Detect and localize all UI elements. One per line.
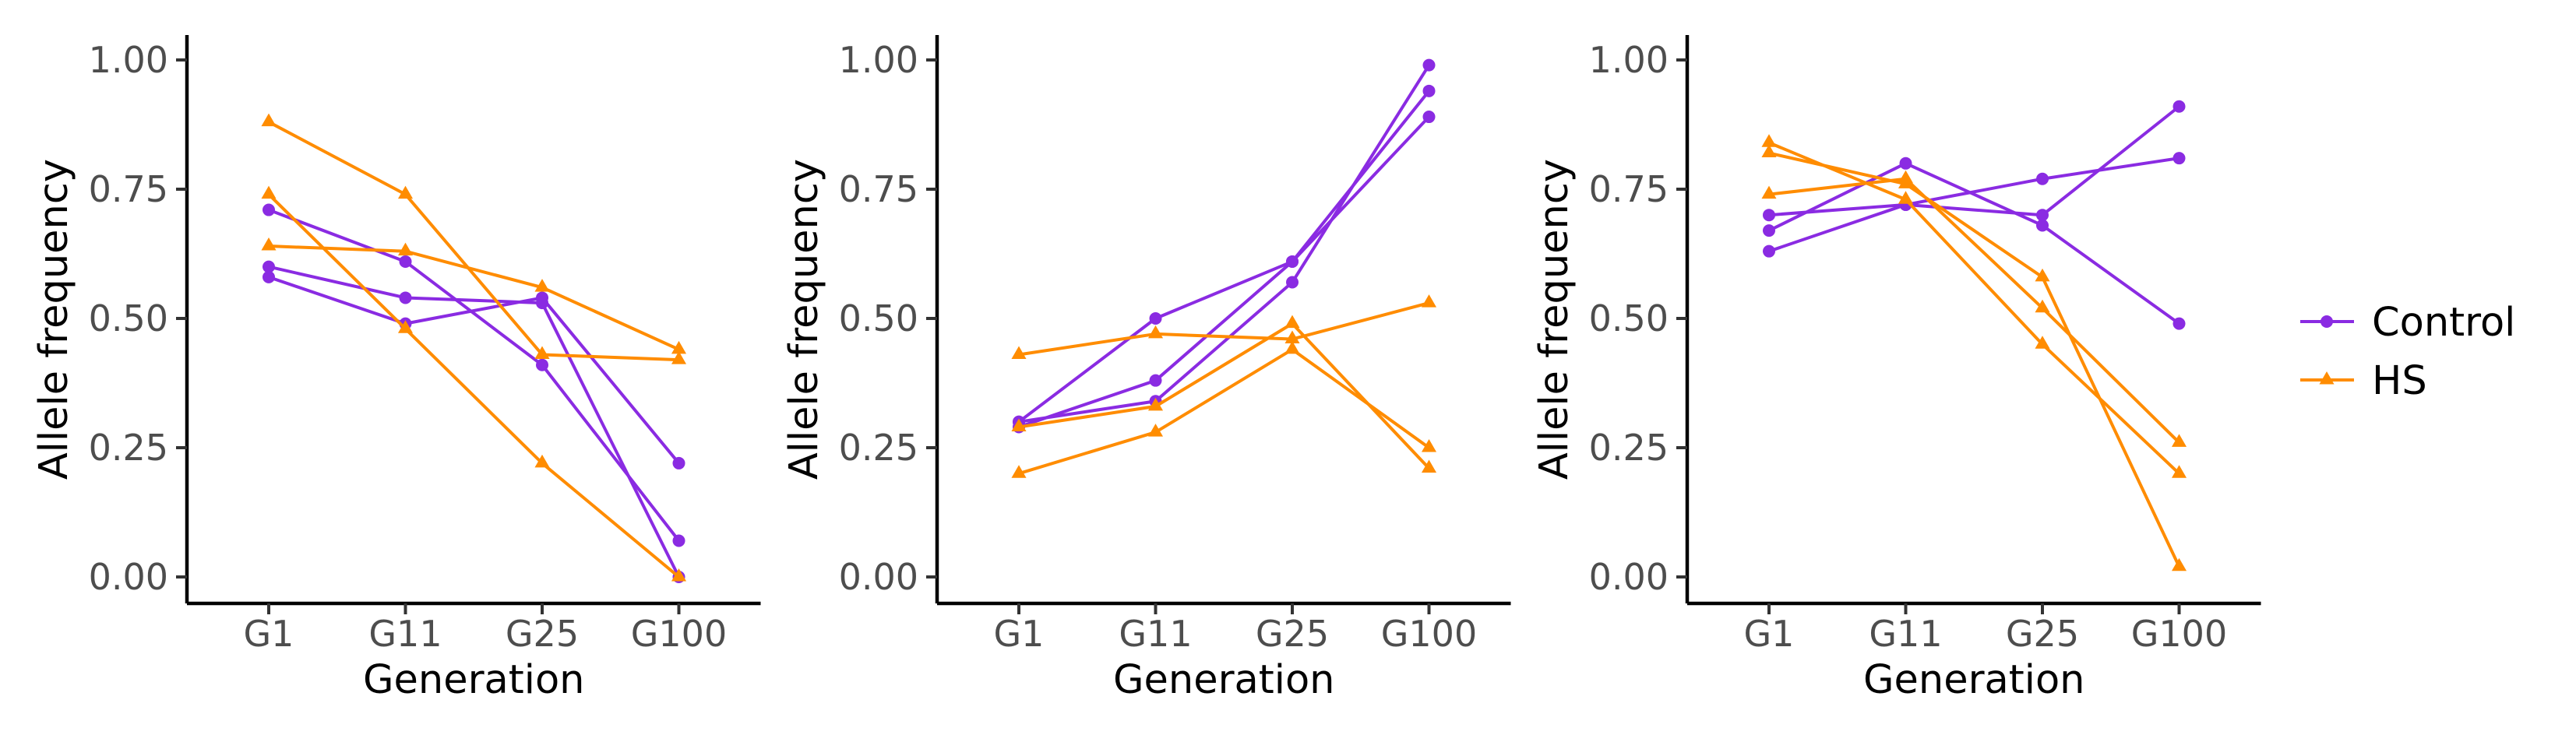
- panel-1: 0.00 0.25 0.50 0.75 1.00 G1 G11 G25 G100 Generati…: [31, 35, 761, 703]
- data-point-control: [263, 271, 275, 283]
- data-point-control: [673, 535, 685, 547]
- x-tick-label: G25: [2006, 613, 2079, 655]
- x-tick-label: G25: [506, 613, 579, 655]
- data-point-control: [1763, 245, 1775, 258]
- x-tick-label: G11: [1119, 613, 1192, 655]
- legend: Control HS: [2300, 300, 2515, 404]
- data-point-hs: [1898, 171, 1913, 184]
- y-tick-label: 1.00: [839, 39, 918, 81]
- x-axis-title: Generation: [363, 657, 585, 703]
- series-line-hs: [1019, 303, 1429, 354]
- panel-3: 0.00 0.25 0.50 0.75 1.00 G1 G11 G25 G100 Generati…: [1531, 35, 2261, 703]
- y-tick-label: 0.25: [89, 427, 168, 469]
- data-point-control: [673, 457, 685, 469]
- data-point-control: [2036, 173, 2049, 185]
- data-point-control: [1423, 85, 1436, 97]
- data-point-hs: [1148, 325, 1163, 339]
- y-tick-label: 0.75: [89, 168, 168, 210]
- x-tick-label: G1: [1744, 613, 1795, 655]
- y-tick-label: 0.25: [1589, 427, 1669, 469]
- x-axis-title: Generation: [1113, 657, 1335, 703]
- y-tick-label: 0.75: [839, 168, 918, 210]
- x-tick-label: G100: [1381, 613, 1477, 655]
- x-axis-title: Generation: [1863, 657, 2085, 703]
- data-point-control: [400, 255, 412, 268]
- data-point-control: [1763, 209, 1775, 221]
- x-tick-label: G11: [1869, 613, 1942, 655]
- data-point-hs: [261, 237, 276, 251]
- y-tick-label: 0.00: [839, 556, 918, 598]
- legend-label-hs: HS: [2372, 358, 2427, 404]
- series-line-control: [269, 277, 679, 463]
- x-tick-label: G100: [2131, 613, 2227, 655]
- series-line-hs: [1769, 153, 2180, 567]
- legend-key-marker-control: [2321, 315, 2333, 328]
- y-tick-label: 0.75: [1589, 168, 1669, 210]
- data-point-control: [263, 204, 275, 216]
- x-tick-label: G100: [631, 613, 727, 655]
- y-tick-label: 0.50: [839, 297, 918, 339]
- legend-key-marker-hs: [2319, 371, 2334, 385]
- data-point-hs: [261, 186, 276, 199]
- series-line-hs: [1769, 179, 2180, 443]
- y-tick-label: 0.50: [89, 297, 168, 339]
- data-point-hs: [398, 243, 413, 256]
- series-line-hs: [269, 195, 679, 577]
- data-point-control: [1423, 111, 1436, 123]
- data-point-control: [1423, 59, 1436, 72]
- y-tick-label: 0.00: [1589, 556, 1669, 598]
- series-line-control: [269, 210, 679, 541]
- data-point-control: [1286, 255, 1299, 268]
- data-point-hs: [2172, 558, 2187, 571]
- data-point-control: [2036, 209, 2049, 221]
- x-tick-label: G25: [1256, 613, 1329, 655]
- y-axis-title: Allele frequency: [1531, 159, 1577, 480]
- y-axis-title: Allele frequency: [781, 159, 827, 480]
- y-tick-label: 0.00: [89, 556, 168, 598]
- data-point-control: [2173, 152, 2186, 164]
- x-tick-label: G11: [368, 613, 442, 655]
- data-point-hs: [1422, 294, 1436, 308]
- x-tick-label: G1: [244, 613, 294, 655]
- legend-label-control: Control: [2372, 300, 2515, 346]
- y-tick-label: 1.00: [89, 39, 168, 81]
- series-line-hs: [269, 122, 679, 360]
- data-point-control: [1763, 224, 1775, 237]
- panel-2: 0.00 0.25 0.50 0.75 1.00 G1 G11 G25 G100 Generati…: [781, 35, 1511, 703]
- data-point-hs: [261, 114, 276, 127]
- x-tick-label: G1: [994, 613, 1045, 655]
- data-point-control: [1286, 276, 1299, 289]
- data-point-control: [536, 359, 548, 371]
- data-point-control: [2173, 100, 2186, 113]
- y-tick-label: 0.50: [1589, 297, 1669, 339]
- data-point-control: [1150, 375, 1162, 387]
- series-line-control: [1019, 65, 1429, 422]
- y-tick-label: 1.00: [1589, 39, 1669, 81]
- data-point-control: [2173, 318, 2186, 330]
- data-point-hs: [1284, 315, 1299, 329]
- y-tick-label: 0.25: [839, 427, 918, 469]
- data-point-control: [536, 291, 548, 304]
- y-axis-title: Allele frequency: [31, 159, 77, 480]
- data-point-control: [1150, 312, 1162, 325]
- data-point-control: [1900, 157, 1912, 170]
- data-point-control: [400, 291, 412, 304]
